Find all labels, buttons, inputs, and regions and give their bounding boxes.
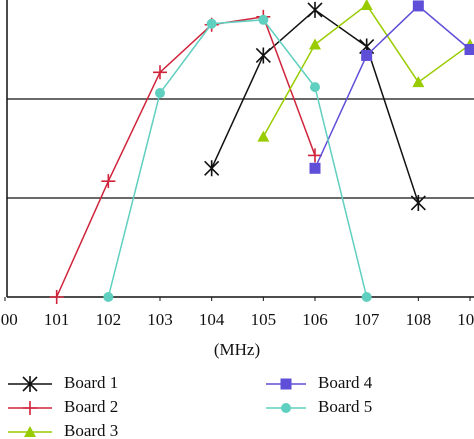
x-tick-label: 105 — [251, 310, 277, 329]
marker-part — [280, 378, 292, 390]
marker — [410, 194, 426, 211]
x-axis-label: (MHz) — [214, 340, 260, 359]
x-tick-label: 109 — [457, 310, 474, 329]
x-tick-label: 104 — [199, 310, 225, 329]
marker — [280, 378, 292, 390]
marker — [361, 49, 373, 61]
marker-part — [23, 401, 37, 415]
marker — [101, 174, 116, 189]
series-line — [314, 4, 471, 169]
marker — [153, 65, 167, 80]
marker — [308, 148, 322, 163]
x-tick-label: 106 — [302, 310, 328, 329]
marker — [309, 38, 321, 50]
marker — [307, 1, 323, 18]
marker — [281, 403, 291, 413]
marker-part — [309, 38, 321, 50]
series-line — [107, 19, 368, 298]
marker — [361, 292, 372, 302]
marker-part — [310, 82, 320, 93]
marker-part — [101, 174, 116, 189]
marker — [103, 292, 114, 302]
marker-part — [155, 88, 165, 99]
marker-part — [281, 403, 291, 413]
marker — [258, 14, 269, 25]
marker-part — [22, 376, 38, 392]
marker — [309, 162, 321, 174]
legend-label: Board 1 — [64, 373, 118, 392]
marker-part — [103, 292, 114, 302]
marker-part — [307, 1, 323, 18]
marker-part — [153, 65, 167, 80]
marker — [204, 160, 220, 177]
marker — [412, 0, 424, 12]
x-tick-label: 102 — [96, 310, 122, 329]
series-line — [55, 15, 316, 298]
marker-part — [361, 49, 373, 61]
marker — [464, 44, 474, 55]
marker — [360, 0, 373, 10]
marker-part — [412, 0, 424, 12]
marker — [23, 401, 37, 415]
marker-part — [360, 0, 373, 10]
marker-part — [24, 426, 36, 437]
series-line — [262, 3, 471, 137]
marker-part — [206, 18, 217, 29]
marker-part — [308, 148, 322, 163]
marker — [155, 88, 165, 99]
x-tick-label: 100 — [0, 310, 18, 329]
x-tick-label: 101 — [44, 310, 70, 329]
marker — [310, 82, 320, 93]
legend-label: Board 4 — [318, 373, 373, 392]
marker-part — [49, 290, 64, 304]
legend-label: Board 2 — [64, 397, 118, 416]
legend-label: Board 3 — [64, 421, 118, 439]
marker-part — [410, 194, 426, 211]
marker-part — [257, 130, 270, 142]
marker — [255, 47, 271, 64]
marker — [22, 376, 38, 392]
marker-part — [255, 47, 271, 64]
marker — [24, 426, 36, 437]
marker-part — [361, 292, 372, 302]
marker — [257, 130, 270, 142]
marker-part — [464, 44, 474, 55]
marker — [206, 18, 217, 29]
marker — [49, 290, 64, 304]
marker — [412, 76, 425, 88]
x-tick-label: 103 — [147, 310, 173, 329]
marker-part — [412, 76, 425, 88]
marker-part — [309, 162, 321, 174]
x-tick-label: 107 — [354, 310, 380, 329]
marker-part — [258, 14, 269, 25]
marker-part — [204, 160, 220, 177]
x-tick-label: 108 — [406, 310, 432, 329]
legend-label: Board 5 — [318, 397, 372, 416]
